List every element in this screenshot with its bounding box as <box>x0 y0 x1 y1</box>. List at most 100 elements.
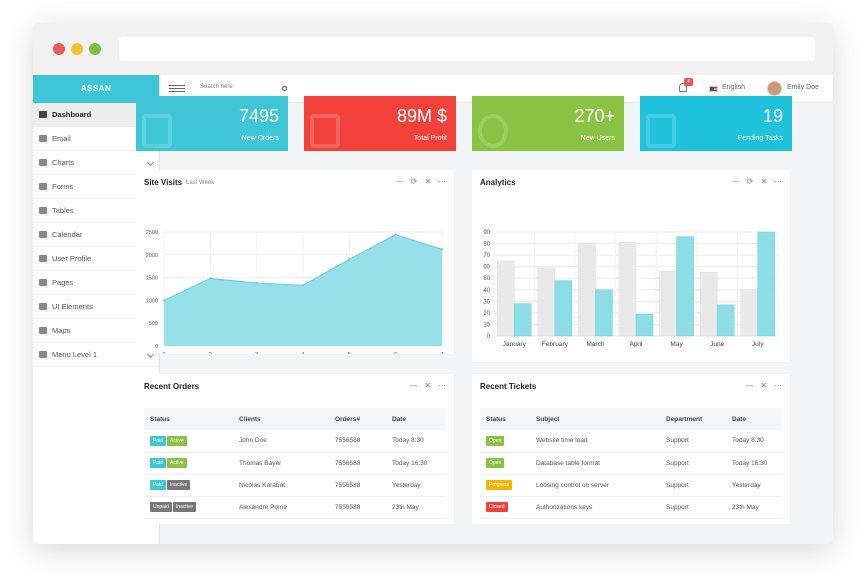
status-badge: Inactive <box>172 502 197 512</box>
bar-chart-icon <box>39 159 47 166</box>
search-icon[interactable] <box>282 86 287 91</box>
table-row[interactable]: Paid Active John Doe 7556588 Today 8:30 <box>144 430 446 453</box>
minimize-window-button[interactable] <box>71 43 83 55</box>
close-icon[interactable]: ✕ <box>760 381 767 390</box>
close-icon[interactable]: ✕ <box>424 381 431 390</box>
data-point[interactable] <box>209 277 212 280</box>
y-tick-label: 2500 <box>146 230 158 236</box>
minimize-icon[interactable]: — <box>409 381 418 390</box>
recent-orders-panel: Recent Orders — ✕ ⋯ Status Clients Order… <box>136 374 454 524</box>
user-menu[interactable]: Emily Doe <box>787 84 819 91</box>
bar[interactable] <box>740 289 758 337</box>
map-icon <box>39 327 47 334</box>
sidebar-item-user-profile[interactable]: User Profile <box>33 247 159 271</box>
stat-value: 89M $ <box>396 106 447 126</box>
bar[interactable] <box>757 231 775 337</box>
department-cell: Support <box>660 452 726 475</box>
bar[interactable] <box>716 304 735 337</box>
table-row[interactable]: Closed Authorizations keys Support 23th May <box>480 496 782 519</box>
column-header[interactable]: Status <box>480 408 530 430</box>
table-row[interactable]: Unpaid Inactive Alexandre Pome 7556588 23th … <box>144 496 446 519</box>
table-row[interactable]: Paid Inactive Nicolas Karabat 7556588 Yester… <box>144 474 446 497</box>
minimize-icon[interactable]: — <box>745 381 754 390</box>
bar[interactable] <box>699 272 718 337</box>
more-icon[interactable]: ⋯ <box>774 381 782 390</box>
sidebar-item-label: Menu Level 1 <box>52 350 98 359</box>
maximize-window-button[interactable] <box>89 43 101 55</box>
browser-titlebar <box>33 23 833 75</box>
analytics-chart: 0 10 20 30 40 50 60 70 80 90 January February March A… <box>483 230 779 348</box>
home-icon <box>39 111 47 118</box>
column-header[interactable]: Clients <box>233 408 329 430</box>
refresh-icon[interactable]: ⟳ <box>746 177 754 186</box>
refresh-icon[interactable]: ⟳ <box>410 177 418 186</box>
column-header[interactable]: Date <box>726 408 782 430</box>
department-cell: Support <box>660 474 726 497</box>
sidebar-item-label: Tables <box>52 206 74 215</box>
table-row[interactable]: Progress Loosing control on server Support… <box>480 474 782 497</box>
client-cell: Nicolas Karabat <box>233 474 329 497</box>
chevron-down-icon <box>146 158 155 167</box>
column-header[interactable]: Date <box>386 408 446 430</box>
date-cell: Today 16:30 <box>386 452 446 475</box>
column-header[interactable]: Department <box>660 408 726 430</box>
y-tick-label: 90 <box>483 230 490 236</box>
pages-icon <box>39 279 47 286</box>
address-bar[interactable] <box>119 37 815 61</box>
sidebar-item-menu-level-1[interactable]: Menu Level 1 <box>33 343 159 367</box>
close-icon[interactable]: ✕ <box>760 177 767 186</box>
table-row[interactable]: Open Website time load Support Today 8:30 <box>480 430 782 453</box>
language-selector[interactable]: English <box>722 84 745 91</box>
sidebar-item-charts[interactable]: Charts <box>33 151 159 175</box>
stat-value: 7495 <box>238 106 279 126</box>
table-row[interactable]: Paid Active Thomas Bayer 7556588 Today 16:30 <box>144 452 446 475</box>
sidebar-item-forms[interactable]: Forms <box>33 175 159 199</box>
sidebar-item-maps[interactable]: Maps <box>33 319 159 343</box>
bar[interactable] <box>635 313 654 337</box>
bar[interactable] <box>578 243 596 337</box>
bar[interactable] <box>537 267 556 337</box>
x-tick-label: 6 <box>394 352 397 354</box>
sidebar-item-email[interactable]: Email <box>33 127 159 151</box>
minimize-icon[interactable]: — <box>731 177 740 186</box>
column-header[interactable]: Subject <box>530 408 660 430</box>
table-icon <box>39 207 47 214</box>
search-input[interactable]: Search here <box>200 84 233 90</box>
data-point[interactable] <box>348 258 351 261</box>
bell-icon[interactable] <box>679 83 687 92</box>
bar[interactable] <box>595 289 613 337</box>
data-point[interactable] <box>255 281 258 285</box>
sidebar-item-tables[interactable]: Tables <box>33 199 159 223</box>
close-icon[interactable]: ✕ <box>424 177 431 186</box>
sidebar-item-pages[interactable]: Pages <box>33 271 159 295</box>
bar[interactable] <box>554 280 573 337</box>
bar[interactable] <box>497 260 515 337</box>
status-cell: Open <box>480 430 530 453</box>
table-row[interactable]: Open Database table format Support Today 16… <box>480 452 782 475</box>
more-icon[interactable]: ⋯ <box>774 177 782 186</box>
bar[interactable] <box>659 271 677 337</box>
sidebar-item-ui-elements[interactable]: UI Elements <box>33 295 159 319</box>
more-icon[interactable]: ⋯ <box>438 381 446 390</box>
more-icon[interactable]: ⋯ <box>438 177 446 186</box>
data-point[interactable] <box>440 248 444 251</box>
avatar[interactable] <box>767 81 782 96</box>
column-header[interactable]: Status <box>144 408 233 430</box>
bar[interactable] <box>676 236 694 337</box>
minimize-icon[interactable]: — <box>395 177 404 186</box>
shopping-bag-icon <box>142 114 172 148</box>
data-point[interactable] <box>394 233 397 236</box>
x-tick-label: January <box>503 341 527 348</box>
date-cell: Yesterday <box>726 474 782 497</box>
recent-tickets-panel: Recent Tickets — ✕ ⋯ Status Subject Depa… <box>472 374 790 524</box>
data-point[interactable] <box>301 284 305 287</box>
column-header[interactable]: Orders# <box>329 408 386 430</box>
panel-title: Recent Orders <box>144 382 200 391</box>
bar[interactable] <box>514 303 532 337</box>
menu-toggle-icon[interactable] <box>169 85 185 93</box>
bar[interactable] <box>618 242 637 337</box>
data-point[interactable] <box>162 299 166 302</box>
close-window-button[interactable] <box>53 43 65 55</box>
date-cell: Today 16:30 <box>726 452 782 475</box>
sidebar-item-calendar[interactable]: Calendar <box>33 223 159 247</box>
